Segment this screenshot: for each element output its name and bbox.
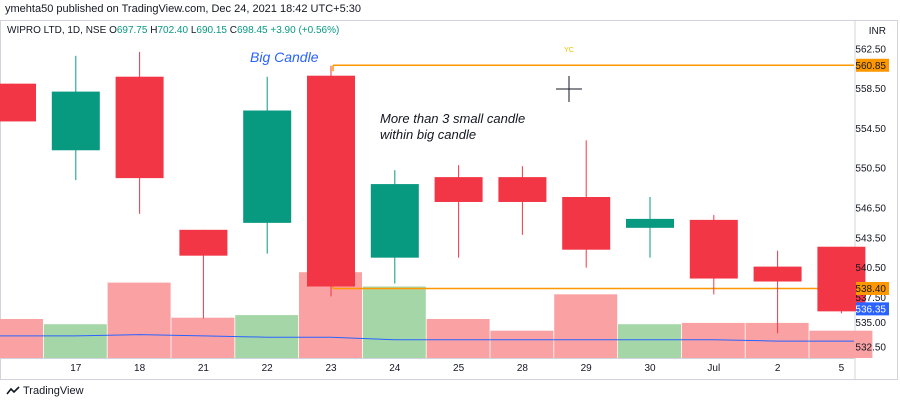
ohlc-low-label: L [190,25,197,36]
ohlc-low: 690.15 [196,25,227,36]
footer-brand: TradingView [23,384,84,397]
ohlc-open-label: O [109,25,117,36]
ohlc-high-label: H [150,25,158,36]
symbol-legend: WIPRO LTD, 1D, NSE O697.75 H702.40 L690.… [7,25,339,36]
ohlc-open: 697.75 [116,25,148,36]
published-info: ymehta50 published on TradingView.com, D… [5,3,361,15]
footer: TradingView [6,382,206,398]
price-change: +3.90 (+0.56%) [270,25,340,36]
ohlc-high: 702.40 [157,25,189,36]
chart-frame [0,20,898,380]
tradingview-logo-icon [6,386,20,395]
ohlc-close: 698.45 [237,25,268,36]
symbol-name: WIPRO LTD, 1D, NSE [7,25,107,36]
ohlc-close-label: C [229,25,237,36]
publish-header: ymehta50 published on TradingView.com, D… [0,0,900,20]
